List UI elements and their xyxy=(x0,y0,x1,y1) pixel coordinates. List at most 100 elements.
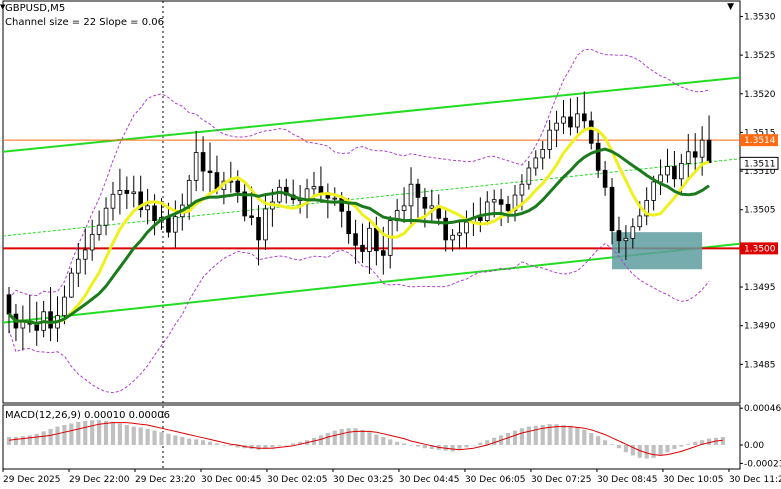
candle xyxy=(616,216,622,254)
candle xyxy=(568,98,573,136)
candle-body xyxy=(519,183,525,196)
candle xyxy=(353,219,358,264)
x-tick-label: 30 Dec 00:45 xyxy=(201,475,262,485)
candle-body xyxy=(602,169,608,188)
upper-band-line xyxy=(8,48,710,299)
lower-band-line xyxy=(8,242,710,394)
candle-body xyxy=(380,250,386,256)
candle-body xyxy=(117,190,123,195)
x-tick-label: 30 Dec 03:25 xyxy=(333,475,394,485)
candle-body xyxy=(263,208,268,241)
candle xyxy=(242,183,247,222)
candle-body xyxy=(651,181,656,201)
candle-body xyxy=(332,197,338,200)
candle-body xyxy=(484,201,490,221)
macd-bar xyxy=(103,421,109,445)
macd-bar xyxy=(616,445,622,449)
candle-body xyxy=(69,272,74,298)
candle-body xyxy=(200,152,206,172)
macd-bar xyxy=(228,445,233,446)
macd-bar xyxy=(41,431,46,445)
candle xyxy=(48,287,53,342)
candle-body xyxy=(408,183,414,207)
macd-bar xyxy=(124,425,129,445)
symbol-label: GBPUSD,M5 xyxy=(5,3,66,14)
candle-body xyxy=(242,191,247,217)
macd-bar xyxy=(533,425,538,445)
macd-bar xyxy=(505,433,511,445)
candle xyxy=(602,161,608,196)
y-tick-label: 1.3490 xyxy=(744,322,776,332)
macd-bar xyxy=(492,437,497,445)
macd-bar xyxy=(6,437,12,445)
macd-bar xyxy=(180,437,185,445)
macd-bar xyxy=(20,436,25,445)
macd-bar xyxy=(325,433,330,445)
candle-body xyxy=(547,129,552,150)
candle-body xyxy=(138,191,144,211)
candle-body xyxy=(429,205,435,209)
price-tag-bg xyxy=(740,134,778,147)
candle-body xyxy=(256,217,261,241)
macd-bar xyxy=(720,437,726,445)
macd-bar xyxy=(298,441,303,445)
y-tick-label: 1.3530 xyxy=(744,12,776,22)
candle-body xyxy=(89,234,95,251)
macd-bar xyxy=(318,435,323,445)
macd-bar xyxy=(353,428,358,445)
candle xyxy=(609,178,615,245)
macd-bar xyxy=(187,438,192,445)
macd-bar xyxy=(679,445,684,447)
x-tick-label: 30 Dec 11:25 xyxy=(729,475,781,485)
macd-bar xyxy=(284,445,289,446)
candle-body xyxy=(166,217,171,233)
macd-bar xyxy=(700,440,705,445)
candle-body xyxy=(193,152,199,181)
candle-body xyxy=(450,234,455,241)
macd-bar xyxy=(596,436,601,445)
y-tick-label: 1.3495 xyxy=(744,283,776,293)
macd-bar xyxy=(34,433,39,445)
candle-body xyxy=(186,179,192,206)
y-tick-label: 1.3510 xyxy=(744,167,776,177)
candle-body xyxy=(692,151,698,158)
price-tag-label: 1.3514 xyxy=(744,136,776,146)
candle xyxy=(457,221,462,250)
candle xyxy=(540,140,546,170)
macd-bar xyxy=(83,421,88,445)
macd-bar xyxy=(589,433,594,445)
candle-body xyxy=(353,233,358,246)
candle-body xyxy=(48,311,53,329)
candle xyxy=(443,208,448,252)
channel-upper-line xyxy=(2,76,741,153)
candle xyxy=(145,188,150,225)
macd-bar xyxy=(603,440,608,445)
candle-body xyxy=(526,167,532,185)
macd-bar xyxy=(644,445,649,459)
x-tick-label: 29 Dec 22:00 xyxy=(69,475,130,485)
x-tick-label: 30 Dec 06:05 xyxy=(465,475,526,485)
candle-body xyxy=(616,230,622,242)
candle xyxy=(82,228,88,275)
macd-bar xyxy=(554,424,559,445)
candle-body xyxy=(505,203,511,211)
candle-body xyxy=(623,237,629,242)
candle-body xyxy=(491,199,497,203)
candle-body xyxy=(609,186,615,232)
macd-y-tick-label: 0.00046 xyxy=(744,404,781,414)
price-tag-label: 1.3511 xyxy=(744,159,776,169)
candle xyxy=(401,187,407,223)
chart-menu-arrow-icon[interactable]: ▼ xyxy=(727,2,734,12)
candle xyxy=(526,161,532,190)
macd-bar xyxy=(173,435,178,445)
candle xyxy=(200,136,206,192)
macd-bar xyxy=(402,443,407,445)
candle-body xyxy=(82,249,88,260)
candle-body xyxy=(679,162,684,180)
candle-body xyxy=(145,205,150,211)
macd-bar xyxy=(27,435,32,445)
x-tick-label: 30 Dec 07:25 xyxy=(531,475,592,485)
candle-body xyxy=(595,142,601,171)
collapse-triangle-icon[interactable]: ▼ xyxy=(0,3,6,11)
